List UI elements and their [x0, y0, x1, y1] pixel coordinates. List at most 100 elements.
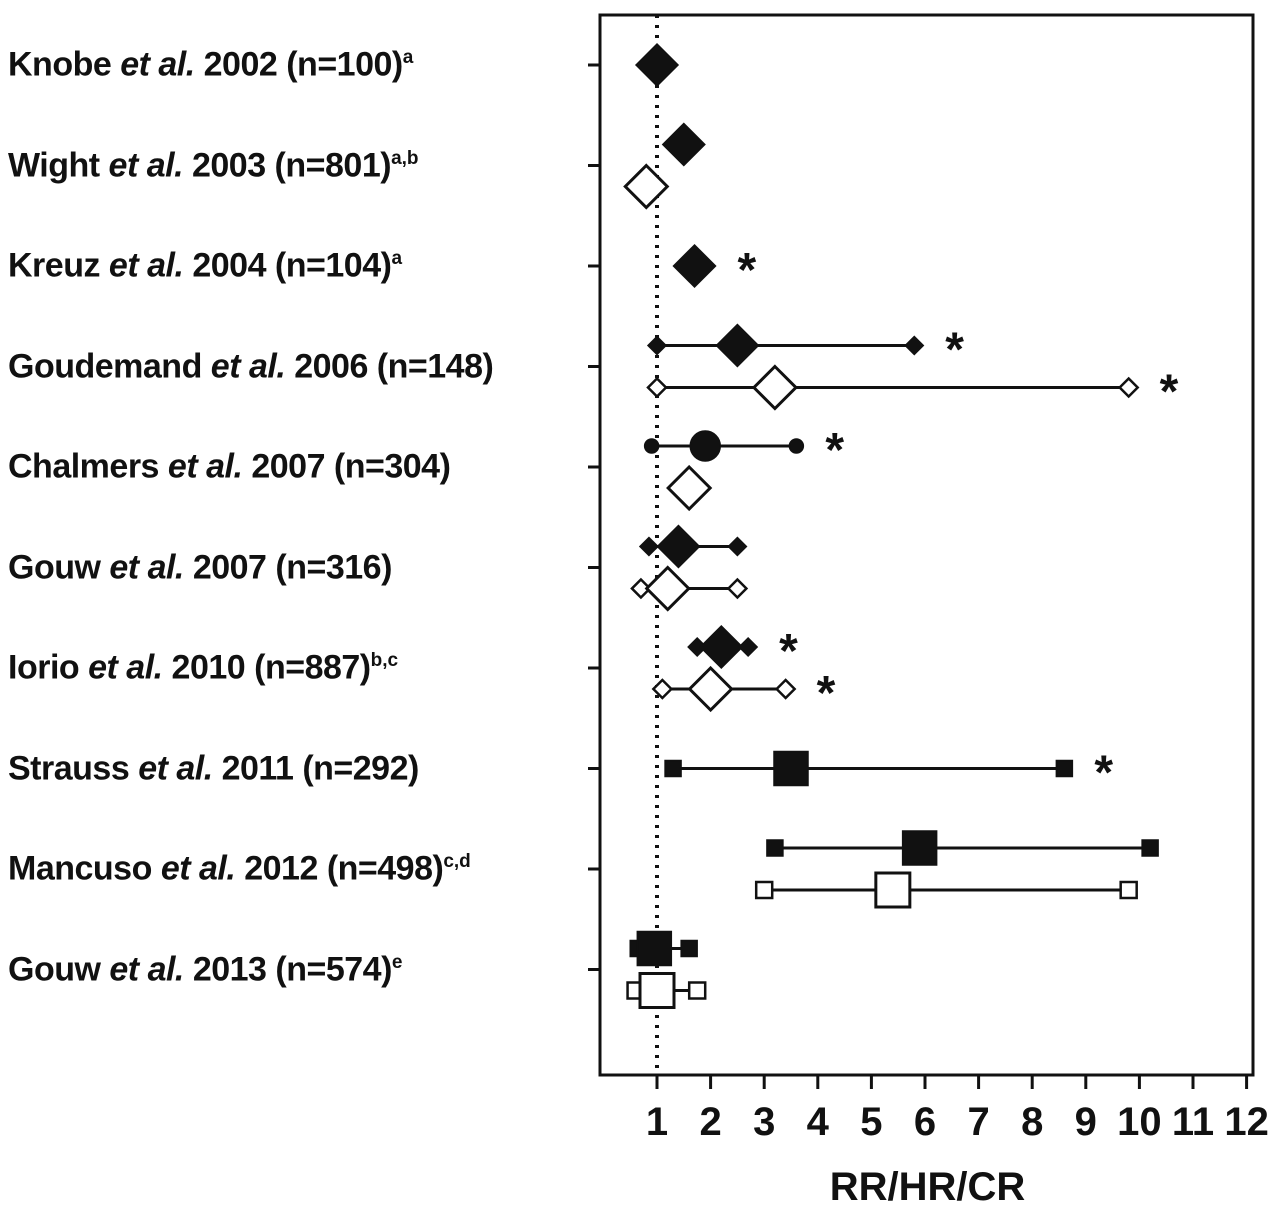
x-tick-label: 11: [1172, 1100, 1214, 1144]
marker-square-filled-small: [1055, 759, 1074, 778]
study-name: Gouw: [8, 548, 110, 586]
study-label: Iorio et al. 2010 (n=887)b,c: [8, 649, 398, 688]
et-al-italic: et al.: [138, 749, 213, 787]
et-al-italic: et al.: [108, 146, 184, 184]
significance-asterisk: *: [825, 424, 844, 477]
footnote-superscript: a,b: [391, 147, 419, 169]
marker-circle-filled-small: [643, 438, 660, 454]
x-tick-label: 3: [753, 1100, 775, 1144]
study-label: Mancuso et al. 2012 (n=498)c,d: [8, 850, 471, 889]
et-al-italic: et al.: [160, 849, 236, 888]
x-axis-title: RR/HR/CR: [829, 1165, 1026, 1209]
study-name: Chalmers: [8, 447, 168, 486]
marker-diamond-filled-small: [904, 335, 925, 356]
marker-square-open-large: [874, 871, 912, 909]
study-year-n: 2006 (n=148): [285, 347, 494, 385]
x-tick-label: 5: [860, 1100, 882, 1144]
study-year-n: 2011 (n=292): [212, 749, 420, 787]
marker-diamond-filled-large: [656, 524, 701, 569]
study-label: Gouw et al. 2007 (n=316): [8, 548, 392, 587]
marker-circle-filled-small: [788, 438, 805, 454]
et-al-italic: et al.: [88, 648, 163, 687]
marker-square-open-small: [1119, 880, 1138, 900]
marker-square-filled-small: [664, 759, 682, 778]
marker-square-filled-large: [773, 750, 809, 787]
study-label: Chalmers et al. 2007 (n=304): [8, 447, 451, 487]
et-al-italic: et al.: [167, 447, 243, 486]
marker-diamond-filled-large: [699, 624, 744, 670]
study-label: Gouw et al. 2013 (n=574)e: [8, 950, 402, 989]
study-year-n: 2003 (n=801): [183, 146, 392, 184]
study-name: Mancuso: [8, 849, 161, 888]
marker-diamond-open-small: [1117, 376, 1140, 399]
marker-diamond-open-small: [646, 376, 668, 399]
study-label: Wight et al. 2003 (n=801)a,b: [8, 146, 419, 185]
marker-square-open-small: [687, 981, 707, 1000]
study-name: Kreuz: [8, 246, 109, 285]
x-tick-label: 4: [807, 1100, 830, 1144]
marker-diamond-open-large: [644, 565, 691, 612]
marker-diamond-filled-large: [634, 42, 680, 88]
footnote-superscript: b,c: [370, 650, 399, 672]
footnote-superscript: a: [402, 47, 414, 69]
marker-diamond-open-small: [651, 678, 674, 700]
marker-square-filled-large: [901, 830, 938, 866]
study-year-n: 2013 (n=574): [183, 950, 393, 988]
study-label: Knobe et al. 2002 (n=100)a: [8, 46, 413, 85]
marker-square-filled-small: [1141, 839, 1159, 857]
x-tick-label: 2: [699, 1100, 721, 1144]
study-year-n: 2004 (n=104): [183, 246, 392, 285]
significance-asterisk: *: [817, 667, 836, 720]
marker-diamond-open-small: [774, 678, 797, 700]
x-tick-label: 6: [914, 1100, 936, 1144]
marker-diamond-filled-large: [715, 323, 760, 368]
x-tick-label: 7: [967, 1100, 989, 1144]
footnote-superscript: a: [391, 248, 403, 270]
x-tick-label: 8: [1021, 1100, 1043, 1144]
x-tick-label: 1: [646, 1100, 668, 1144]
marker-diamond-filled-large: [672, 243, 717, 289]
study-year-n: 2007 (n=316): [183, 548, 393, 586]
marker-diamond-open-large: [623, 163, 670, 210]
study-name: Knobe: [8, 45, 121, 84]
study-year-n: 2010 (n=887): [162, 648, 372, 687]
marker-diamond-filled-small: [738, 636, 759, 658]
study-name: Goudemand: [8, 347, 211, 385]
marker-diamond-filled-small: [638, 536, 660, 557]
study-label: Strauss et al. 2011 (n=292): [8, 749, 419, 788]
footnote-superscript: e: [391, 951, 403, 973]
study-name: Strauss: [8, 749, 139, 787]
study-year-n: 2002 (n=100): [194, 45, 404, 84]
significance-asterisk: *: [738, 244, 757, 297]
footnote-superscript: c,d: [443, 851, 471, 873]
et-al-italic: et al.: [109, 548, 184, 586]
et-al-italic: et al.: [210, 347, 286, 385]
study-name: Gouw: [8, 950, 110, 988]
marker-diamond-filled-large: [661, 122, 706, 167]
study-name: Wight: [8, 146, 109, 184]
x-tick-label: 10: [1117, 1100, 1162, 1144]
marker-square-open-small: [754, 880, 774, 900]
marker-diamond-open-large: [751, 364, 799, 411]
significance-asterisk: *: [1160, 366, 1179, 419]
study-year-n: 2007 (n=304): [242, 447, 451, 486]
marker-square-filled-large: [636, 930, 673, 967]
et-al-italic: et al.: [109, 950, 184, 988]
marker-circle-filled-large: [689, 430, 721, 462]
marker-diamond-open-large: [687, 665, 734, 713]
study-label: Goudemand et al. 2006 (n=148): [8, 347, 494, 386]
marker-diamond-open-small: [630, 577, 652, 600]
study-year-n: 2012 (n=498): [235, 849, 444, 888]
marker-square-filled-small: [680, 939, 698, 958]
marker-square-filled-small: [766, 839, 784, 857]
significance-asterisk: *: [945, 324, 964, 377]
marker-square-open-large: [638, 972, 676, 1009]
marker-diamond-filled-small: [727, 536, 748, 557]
marker-diamond-filled-small: [646, 335, 668, 356]
significance-asterisk: *: [1094, 747, 1113, 800]
study-label: Kreuz et al. 2004 (n=104)a: [8, 247, 402, 286]
significance-asterisk: *: [779, 625, 798, 678]
et-al-italic: et al.: [108, 246, 184, 285]
